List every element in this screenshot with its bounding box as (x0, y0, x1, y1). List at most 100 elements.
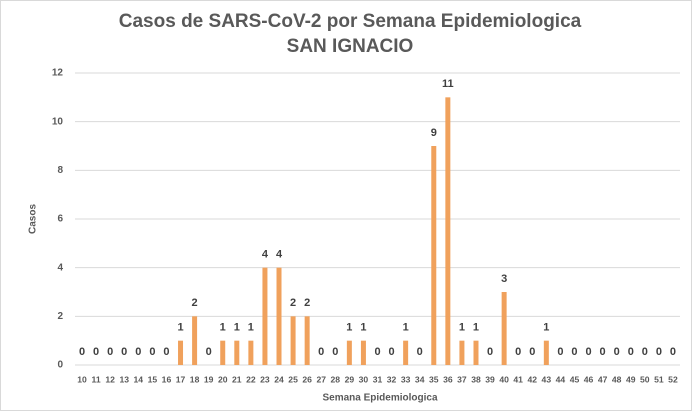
data-label: 0 (389, 346, 395, 358)
data-label: 0 (487, 346, 493, 358)
bar (276, 267, 282, 365)
x-tick-label: 46 (584, 374, 594, 384)
chart-subtitle: SAN IGNACIO (287, 36, 414, 57)
bar (248, 340, 254, 365)
x-tick-label: 49 (626, 374, 636, 384)
bar (178, 340, 184, 365)
x-tick-label: 27 (316, 374, 326, 384)
bar (543, 340, 549, 365)
x-tick-label: 38 (471, 374, 481, 384)
x-tick-label: 33 (401, 374, 411, 384)
data-label: 0 (135, 346, 141, 358)
x-tick-label: 40 (499, 374, 509, 384)
data-label: 0 (318, 346, 324, 358)
data-label: 0 (642, 346, 648, 358)
data-label: 2 (290, 297, 296, 309)
x-tick-label: 34 (415, 374, 425, 384)
x-tick-label: 11 (92, 374, 101, 384)
data-label: 0 (557, 346, 563, 358)
x-tick-label: 12 (105, 374, 115, 384)
x-tick-label: 31 (373, 374, 383, 384)
data-label: 0 (374, 346, 380, 358)
bar (346, 340, 352, 365)
bar (473, 340, 479, 365)
bar (360, 340, 366, 365)
x-tick-label: 30 (359, 374, 369, 384)
data-label: 1 (346, 322, 352, 334)
x-tick-label: 16 (162, 374, 172, 384)
data-label: 0 (417, 346, 423, 358)
x-tick-label: 52 (668, 374, 678, 384)
x-tick-label: 20 (218, 374, 228, 384)
x-tick-label: 35 (429, 374, 439, 384)
bar (445, 97, 451, 365)
data-label: 0 (79, 346, 85, 358)
x-tick-label: 41 (513, 374, 523, 384)
data-label: 9 (431, 127, 437, 139)
bar (304, 316, 310, 365)
bar (234, 340, 240, 365)
data-label: 1 (403, 322, 409, 334)
data-label: 1 (248, 322, 254, 334)
data-label: 0 (206, 346, 212, 358)
data-label: 0 (614, 346, 620, 358)
x-tick-label: 21 (232, 374, 242, 384)
y-tick-label: 0 (57, 360, 63, 371)
y-tick-label: 2 (57, 311, 63, 322)
y-tick-label: 6 (57, 214, 63, 225)
data-label: 3 (501, 273, 507, 285)
y-tick-label: 10 (52, 116, 64, 127)
x-tick-label: 51 (654, 374, 664, 384)
data-label: 1 (360, 322, 366, 334)
bar (431, 146, 437, 365)
y-tick-label: 4 (57, 262, 63, 273)
data-label: 0 (332, 346, 338, 358)
bar (290, 316, 296, 365)
data-label: 4 (262, 249, 269, 261)
data-label: 4 (276, 249, 283, 261)
data-label: 0 (149, 346, 155, 358)
x-tick-label: 23 (260, 374, 270, 384)
x-tick-label: 19 (204, 374, 214, 384)
data-label: 0 (529, 346, 535, 358)
data-label: 0 (163, 346, 169, 358)
x-tick-label: 22 (246, 374, 256, 384)
chart-title: Casos de SARS-CoV-2 por Semana Epidemiol… (119, 11, 582, 32)
data-label: 1 (177, 322, 183, 334)
data-label: 1 (459, 322, 465, 334)
bar (192, 316, 198, 365)
x-axis-label: Semana Epidemiologica (322, 393, 437, 404)
x-tick-label: 39 (485, 374, 495, 384)
data-label: 0 (670, 346, 676, 358)
bar (459, 340, 465, 365)
data-label: 0 (585, 346, 591, 358)
data-label: 1 (473, 322, 479, 334)
data-label: 1 (234, 322, 240, 334)
data-label: 0 (600, 346, 606, 358)
x-tick-label: 32 (387, 374, 397, 384)
data-label: 0 (107, 346, 113, 358)
x-tick-label: 42 (527, 374, 537, 384)
data-label: 0 (571, 346, 577, 358)
x-tick-label: 29 (345, 374, 355, 384)
x-tick-label: 37 (457, 374, 467, 384)
y-tick-label: 12 (52, 68, 64, 79)
data-label: 0 (121, 346, 127, 358)
x-tick-label: 36 (443, 374, 453, 384)
data-label: 1 (543, 322, 549, 334)
x-tick-label: 17 (176, 374, 186, 384)
x-tick-label: 25 (288, 374, 298, 384)
data-label: 0 (656, 346, 662, 358)
data-label: 2 (304, 297, 310, 309)
data-label: 2 (192, 297, 198, 309)
y-axis-label: Casos (28, 204, 39, 234)
data-label: 0 (628, 346, 634, 358)
x-tick-label: 13 (119, 374, 129, 384)
x-tick-label: 44 (556, 374, 566, 384)
x-tick-label: 15 (148, 374, 158, 384)
data-label: 1 (220, 322, 226, 334)
x-tick-label: 14 (134, 374, 144, 384)
x-tick-label: 45 (570, 374, 580, 384)
bar (403, 340, 409, 365)
